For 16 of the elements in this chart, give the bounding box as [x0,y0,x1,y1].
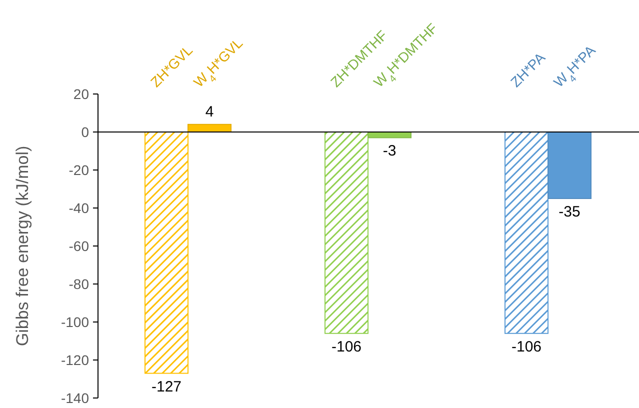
y-tick-label: 0 [81,124,90,140]
y-tick-label: -140 [60,390,90,406]
y-tick-label: -60 [68,238,90,254]
data-label: -127 [151,378,182,396]
y-tick-label: 20 [73,86,90,102]
data-label: 4 [205,103,214,120]
data-label: -35 [558,204,580,220]
y-tick-label: -120 [60,352,90,368]
data-label: -106 [331,338,362,356]
y-tick-label: -80 [68,276,90,292]
data-label: -3 [382,142,396,160]
data-label: -106 [511,338,542,356]
y-tick-label: -20 [68,162,90,178]
y-axis-title: Gibbs free energy (kJ/mol) [12,146,32,346]
y-tick-label: -100 [60,314,90,330]
y-tick-label: -40 [68,200,90,216]
